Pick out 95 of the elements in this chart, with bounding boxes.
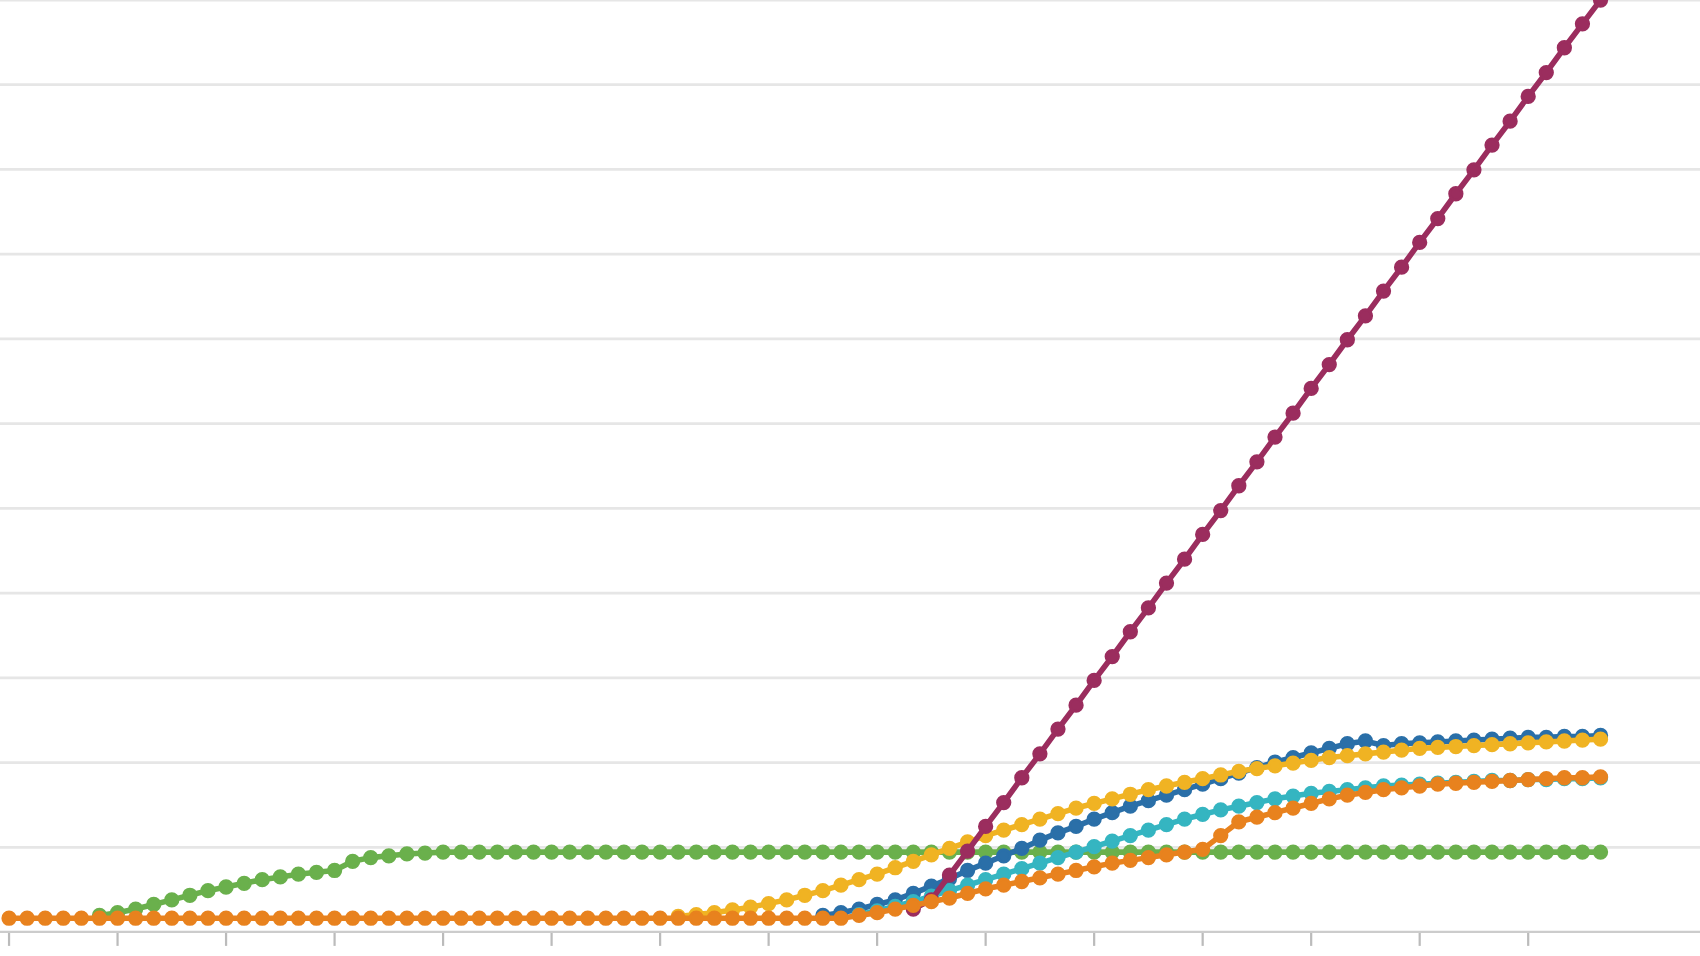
point [1339, 748, 1355, 764]
point [1104, 648, 1120, 665]
point [1430, 739, 1446, 756]
point [996, 822, 1012, 838]
point [1014, 770, 1030, 786]
point [1556, 733, 1572, 749]
point [1448, 186, 1464, 202]
point [905, 853, 921, 869]
point [978, 855, 994, 871]
point [1231, 798, 1247, 814]
point [1050, 805, 1066, 822]
point [1321, 356, 1337, 373]
point [1339, 736, 1355, 752]
point [1466, 737, 1482, 754]
point [1231, 478, 1247, 494]
point [1538, 734, 1554, 750]
point [1032, 811, 1048, 827]
point [1176, 551, 1193, 567]
point [1122, 798, 1138, 814]
point [1502, 113, 1518, 129]
point [1502, 736, 1518, 752]
point [1068, 800, 1084, 816]
point [1393, 259, 1410, 275]
point [1122, 786, 1138, 802]
point [1285, 405, 1301, 421]
point [1195, 806, 1211, 823]
point [1375, 283, 1392, 299]
point [1068, 697, 1084, 713]
point [1357, 746, 1374, 762]
point [1393, 742, 1410, 758]
point [1484, 137, 1500, 153]
point [959, 862, 976, 879]
point [1303, 380, 1319, 397]
point [1303, 752, 1319, 768]
point [1321, 749, 1337, 766]
point [1050, 849, 1066, 866]
point [1375, 744, 1392, 760]
point [1249, 794, 1265, 811]
point [1520, 735, 1536, 751]
point [1357, 733, 1374, 749]
point [1086, 795, 1102, 812]
point [833, 877, 849, 893]
point [1574, 16, 1591, 32]
point [797, 887, 813, 903]
point [996, 794, 1012, 811]
point [1014, 816, 1030, 833]
point [779, 892, 795, 908]
point [1140, 822, 1157, 838]
point [1520, 88, 1536, 105]
point [760, 895, 777, 912]
point [1267, 429, 1283, 445]
point [1412, 740, 1428, 756]
point [1213, 502, 1229, 519]
point [1032, 832, 1048, 848]
point [978, 818, 994, 835]
point [1176, 811, 1193, 827]
point [1412, 234, 1428, 251]
point [1104, 804, 1120, 821]
point [1140, 600, 1157, 616]
point [1158, 816, 1175, 833]
point [1158, 575, 1175, 591]
point [1032, 855, 1048, 871]
point [1538, 64, 1554, 81]
point [1448, 738, 1464, 755]
point [1068, 818, 1084, 835]
point [1014, 861, 1030, 877]
point [1484, 737, 1500, 753]
point [1285, 755, 1301, 771]
point [1158, 778, 1175, 794]
point [1050, 721, 1066, 737]
point [1213, 802, 1229, 818]
point [1430, 210, 1446, 227]
point [815, 883, 831, 899]
point [1195, 526, 1211, 543]
point [1176, 774, 1193, 790]
point [1104, 833, 1120, 849]
point [1086, 811, 1102, 827]
point [1086, 672, 1102, 689]
point [1339, 332, 1355, 348]
point [1050, 825, 1066, 841]
point [1357, 308, 1374, 324]
point [1556, 40, 1572, 56]
point [1032, 746, 1048, 762]
point [1267, 791, 1283, 807]
point [1466, 162, 1482, 178]
point [1122, 624, 1138, 640]
point [1195, 771, 1211, 787]
point [887, 860, 903, 876]
point [1104, 791, 1120, 807]
point [1140, 782, 1157, 798]
point [869, 866, 885, 882]
point [851, 872, 867, 888]
point [1086, 838, 1102, 855]
point [1122, 827, 1138, 844]
point [1249, 454, 1265, 470]
